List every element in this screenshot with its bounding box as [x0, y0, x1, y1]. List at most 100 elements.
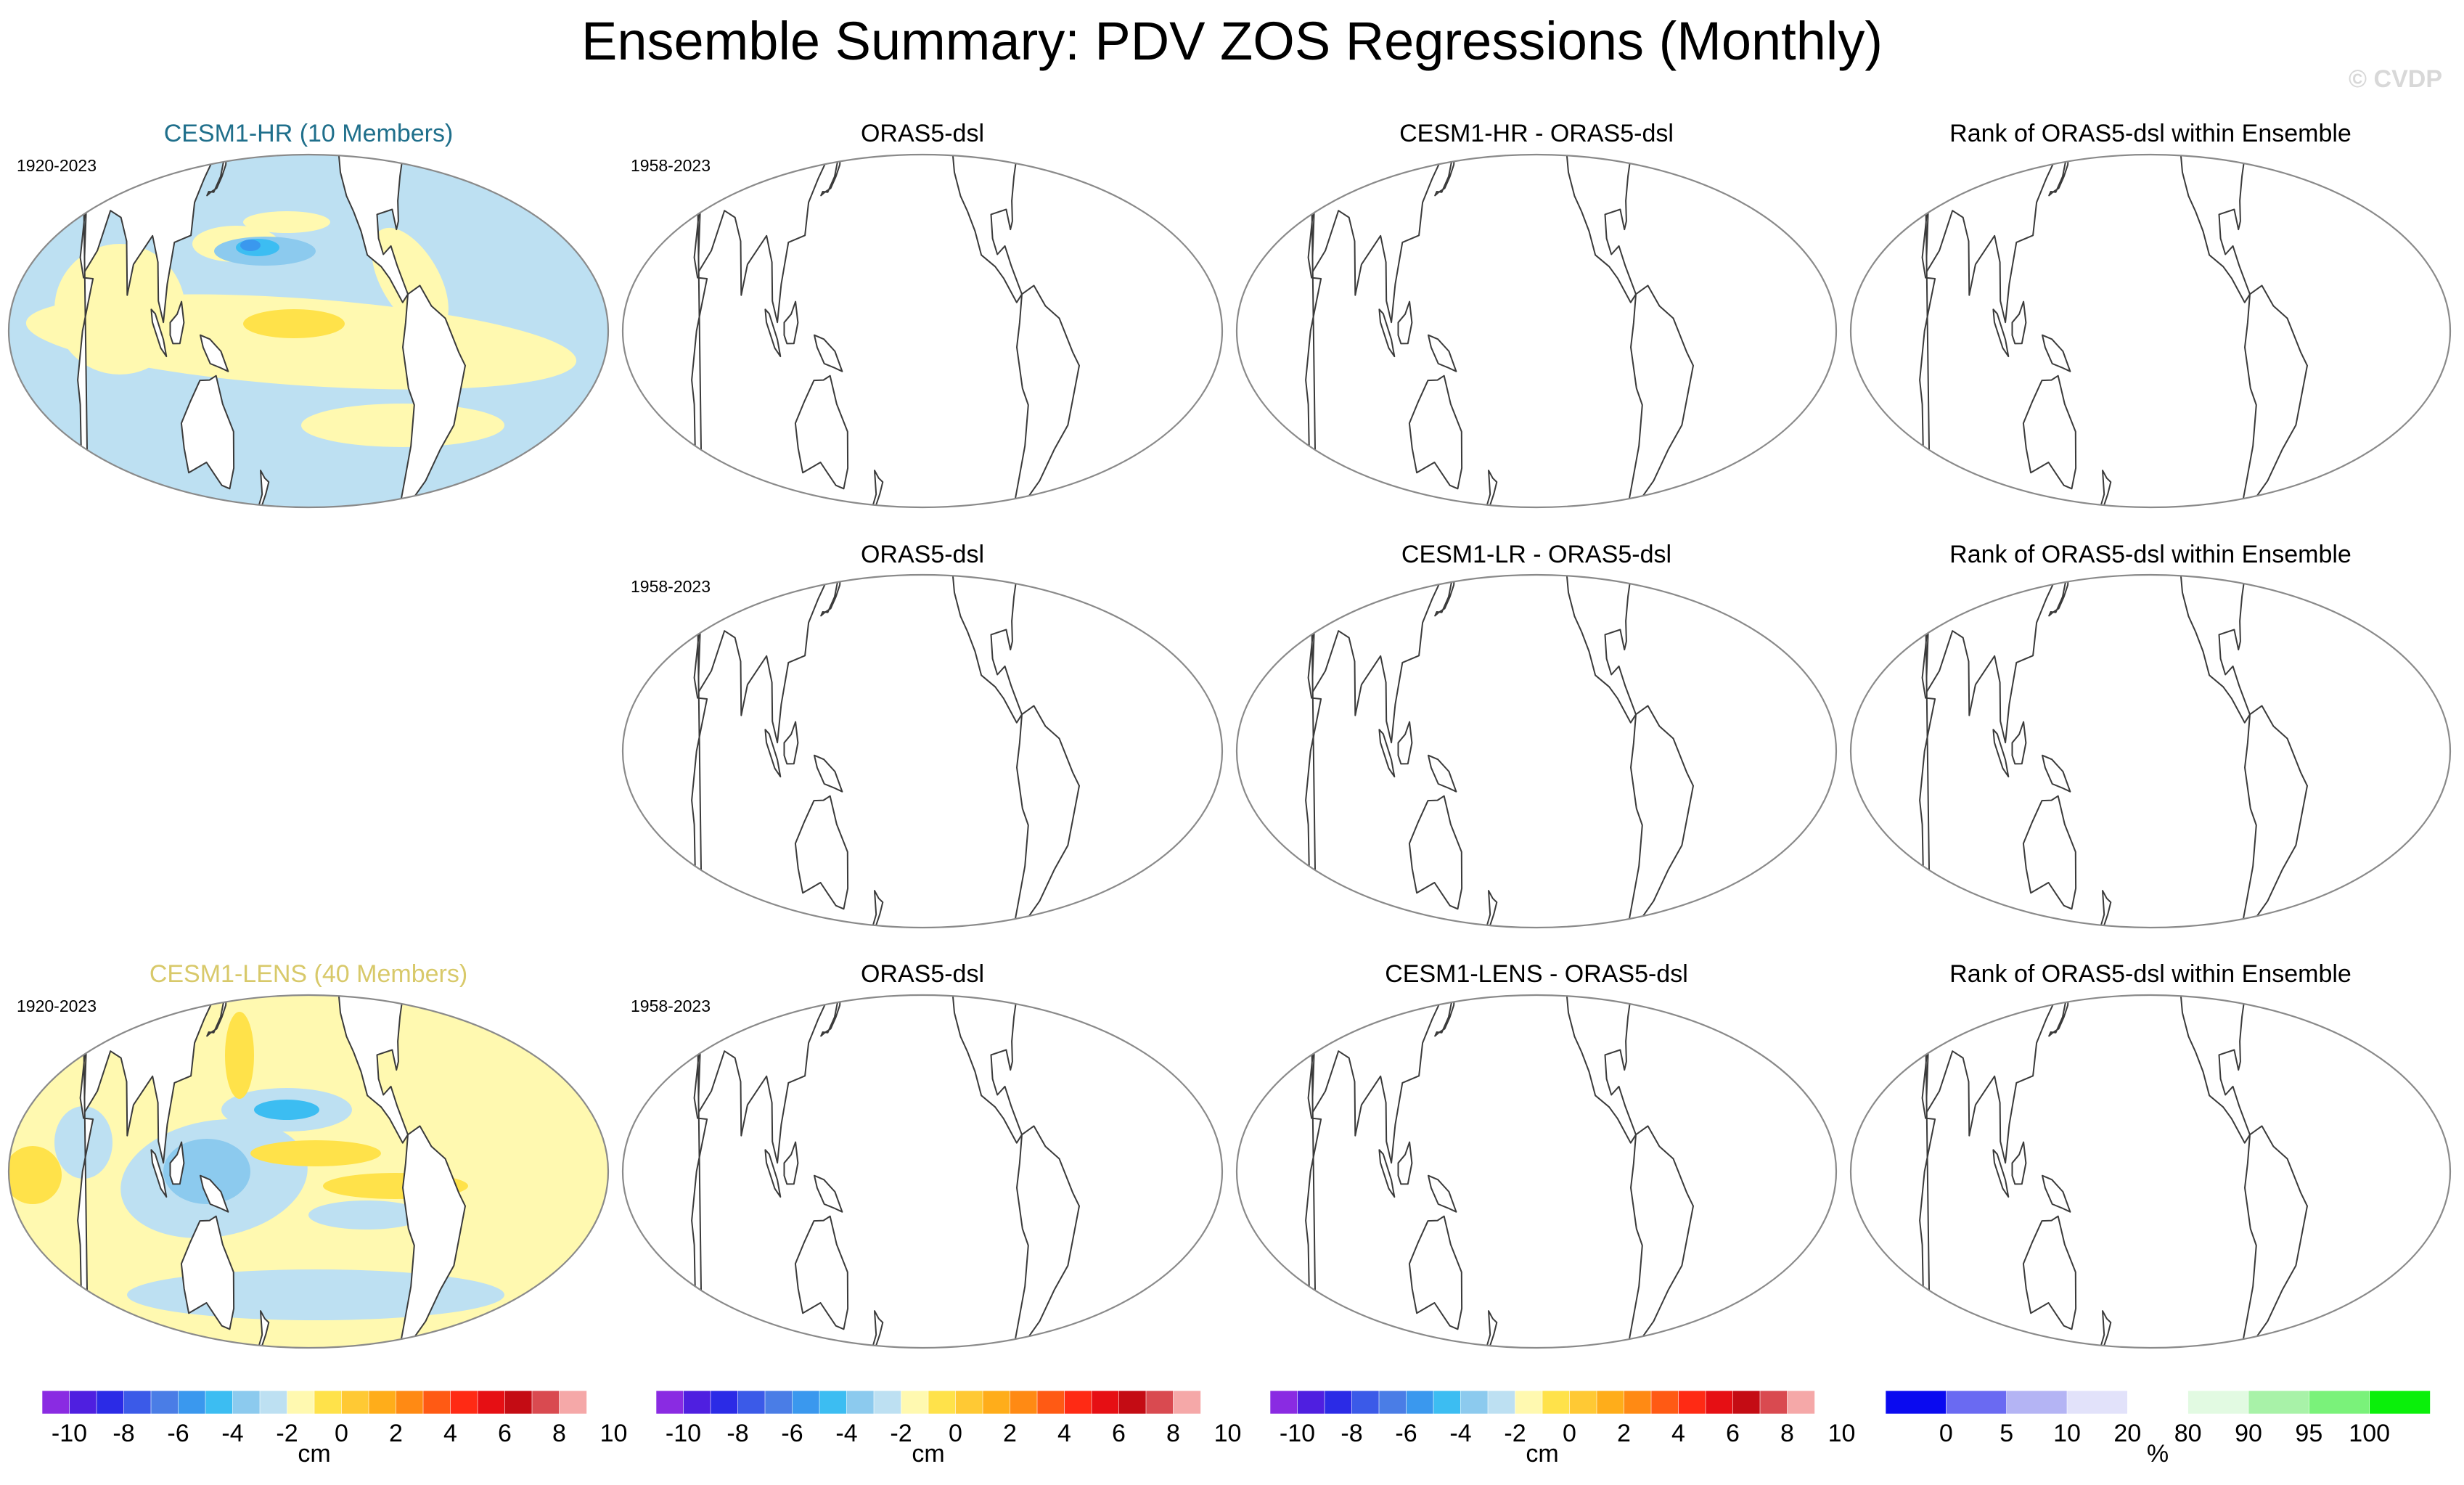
colorbar-swatch: [450, 1390, 478, 1415]
land-nz: [870, 890, 884, 928]
land-australia: [1408, 1215, 1463, 1330]
colorbar-tick-label: 4: [1671, 1420, 1685, 1447]
map-outline: [1849, 153, 2452, 509]
colorbar-swatch: [982, 1390, 1011, 1415]
map-outline: [1849, 573, 2452, 929]
anomaly-region-p31-2: [163, 1139, 250, 1204]
colorbar-swatch: [1406, 1390, 1434, 1415]
colorbar-cb1: -10 -8 -6 -4 -2 0 2 4 6 8 10 cm: [41, 1390, 627, 1468]
land-borneo: [1397, 1141, 1413, 1185]
land-borneo: [783, 721, 799, 765]
land-southamerica: [1006, 705, 1080, 928]
land-japan: [820, 575, 842, 617]
map-outline: [1235, 153, 1838, 509]
colorbar-tick-label: 5: [2000, 1420, 2013, 1447]
colorbar-tick-label: 10: [1214, 1420, 1242, 1447]
colorbar-tick-label: -4: [221, 1420, 243, 1447]
colorbar-swatch: [1378, 1390, 1407, 1415]
land-japan: [1434, 575, 1456, 617]
land-northamerica: [2129, 575, 2251, 724]
land-japan: [206, 155, 228, 197]
colorbar-swatch: [314, 1390, 343, 1415]
land-northamerica: [2129, 995, 2251, 1144]
land-newguinea: [2042, 1174, 2071, 1213]
colorbar-cb2: -10 -8 -6 -4 -2 0 2 4 6 8 10 cm: [655, 1390, 1241, 1468]
colorbar-tick-label: -6: [1395, 1420, 1417, 1447]
colorbar-tick-label: 90: [2235, 1420, 2262, 1447]
land-northamerica: [1515, 575, 1637, 724]
land-newguinea: [1428, 754, 1457, 793]
land-borneo: [2011, 1141, 2027, 1185]
land-sumatra: [1992, 308, 2010, 358]
panel-title-p13: CESM1-HR - ORAS5-dsl: [1399, 120, 1674, 147]
map-outline: [7, 994, 610, 1349]
colorbar-swatch: [2248, 1390, 2310, 1415]
colorbar-tick-label: 10: [600, 1420, 628, 1447]
colorbar-swatch: [341, 1390, 369, 1415]
colorbar-swatch: [1173, 1390, 1201, 1415]
colorbar-swatch: [1091, 1390, 1120, 1415]
land-southamerica: [1006, 1125, 1080, 1348]
main-title: Ensemble Summary: PDV ZOS Regressions (M…: [581, 11, 1883, 71]
land-newguinea: [1428, 1174, 1457, 1213]
land-nz: [1484, 890, 1498, 928]
land-australia: [2022, 1215, 2077, 1330]
colorbar-swatch: [178, 1390, 206, 1415]
map-outline: [7, 153, 610, 509]
land-australia: [1408, 795, 1463, 910]
map-outline: [621, 994, 1224, 1349]
colorbar-swatch: [41, 1390, 70, 1415]
land-northamerica: [901, 995, 1023, 1144]
land-nz: [2098, 890, 2112, 928]
colorbar-tick-label: -4: [1449, 1420, 1471, 1447]
colorbar-tick-label: -6: [781, 1420, 803, 1447]
land-southamerica: [1006, 285, 1080, 507]
land-japan: [2048, 575, 2070, 617]
map-outline: [621, 573, 1224, 929]
map-p11: [7, 153, 610, 509]
anomaly-region-p31-4: [254, 1100, 319, 1120]
land-newguinea: [814, 334, 843, 372]
colorbar-swatch: [710, 1390, 739, 1415]
land-borneo: [1397, 300, 1413, 345]
colorbar-swatch: [1678, 1390, 1706, 1415]
colorbar-tick-label: 2: [1003, 1420, 1017, 1447]
panel-title-p22: ORAS5-dsl: [860, 541, 985, 568]
land-newguinea: [2042, 334, 2071, 372]
colorbar-swatch: [792, 1390, 820, 1415]
colorbar-swatch: [150, 1390, 179, 1415]
colorbar-tick-label: -10: [52, 1420, 87, 1447]
colorbar-swatch: [1787, 1390, 1815, 1415]
colorbar-swatch: [232, 1390, 261, 1415]
land-borneo: [2011, 721, 2027, 765]
land-nz: [2098, 1310, 2112, 1348]
colorbar-tick-label: -2: [1504, 1420, 1526, 1447]
colorbar-tick-label: 0: [1939, 1420, 1953, 1447]
map-p23: [1235, 573, 1838, 929]
colorbar-swatch: [2127, 1390, 2189, 1415]
colorbar-tick-label: 8: [552, 1420, 566, 1447]
map-outline: [1849, 994, 2452, 1349]
land-nz: [1484, 1310, 1498, 1348]
colorbar-tick-label: 8: [1166, 1420, 1180, 1447]
period-label-p31: 1920-2023: [17, 997, 97, 1015]
map-p24: [1849, 573, 2452, 929]
colorbar-swatch: [1118, 1390, 1147, 1415]
anomaly-region-p11-3: [301, 404, 504, 447]
land-japan: [820, 995, 842, 1037]
map-p13: [1235, 153, 1838, 509]
land-australia: [794, 795, 849, 910]
map-p12: [621, 153, 1224, 509]
colorbar-swatch: [1946, 1390, 2007, 1415]
land-northamerica: [901, 155, 1023, 303]
colorbar-swatch: [1885, 1390, 1947, 1415]
land-sumatra: [764, 308, 782, 358]
land-northamerica: [901, 575, 1023, 724]
map-p32: [621, 994, 1224, 1349]
land-northamerica: [2129, 155, 2251, 303]
colorbar-tick-label: -2: [890, 1420, 912, 1447]
land-southamerica: [2234, 705, 2308, 928]
colorbar-swatch: [205, 1390, 234, 1415]
colorbar-tick-label: 10: [2053, 1420, 2081, 1447]
land-newguinea: [814, 1174, 843, 1213]
